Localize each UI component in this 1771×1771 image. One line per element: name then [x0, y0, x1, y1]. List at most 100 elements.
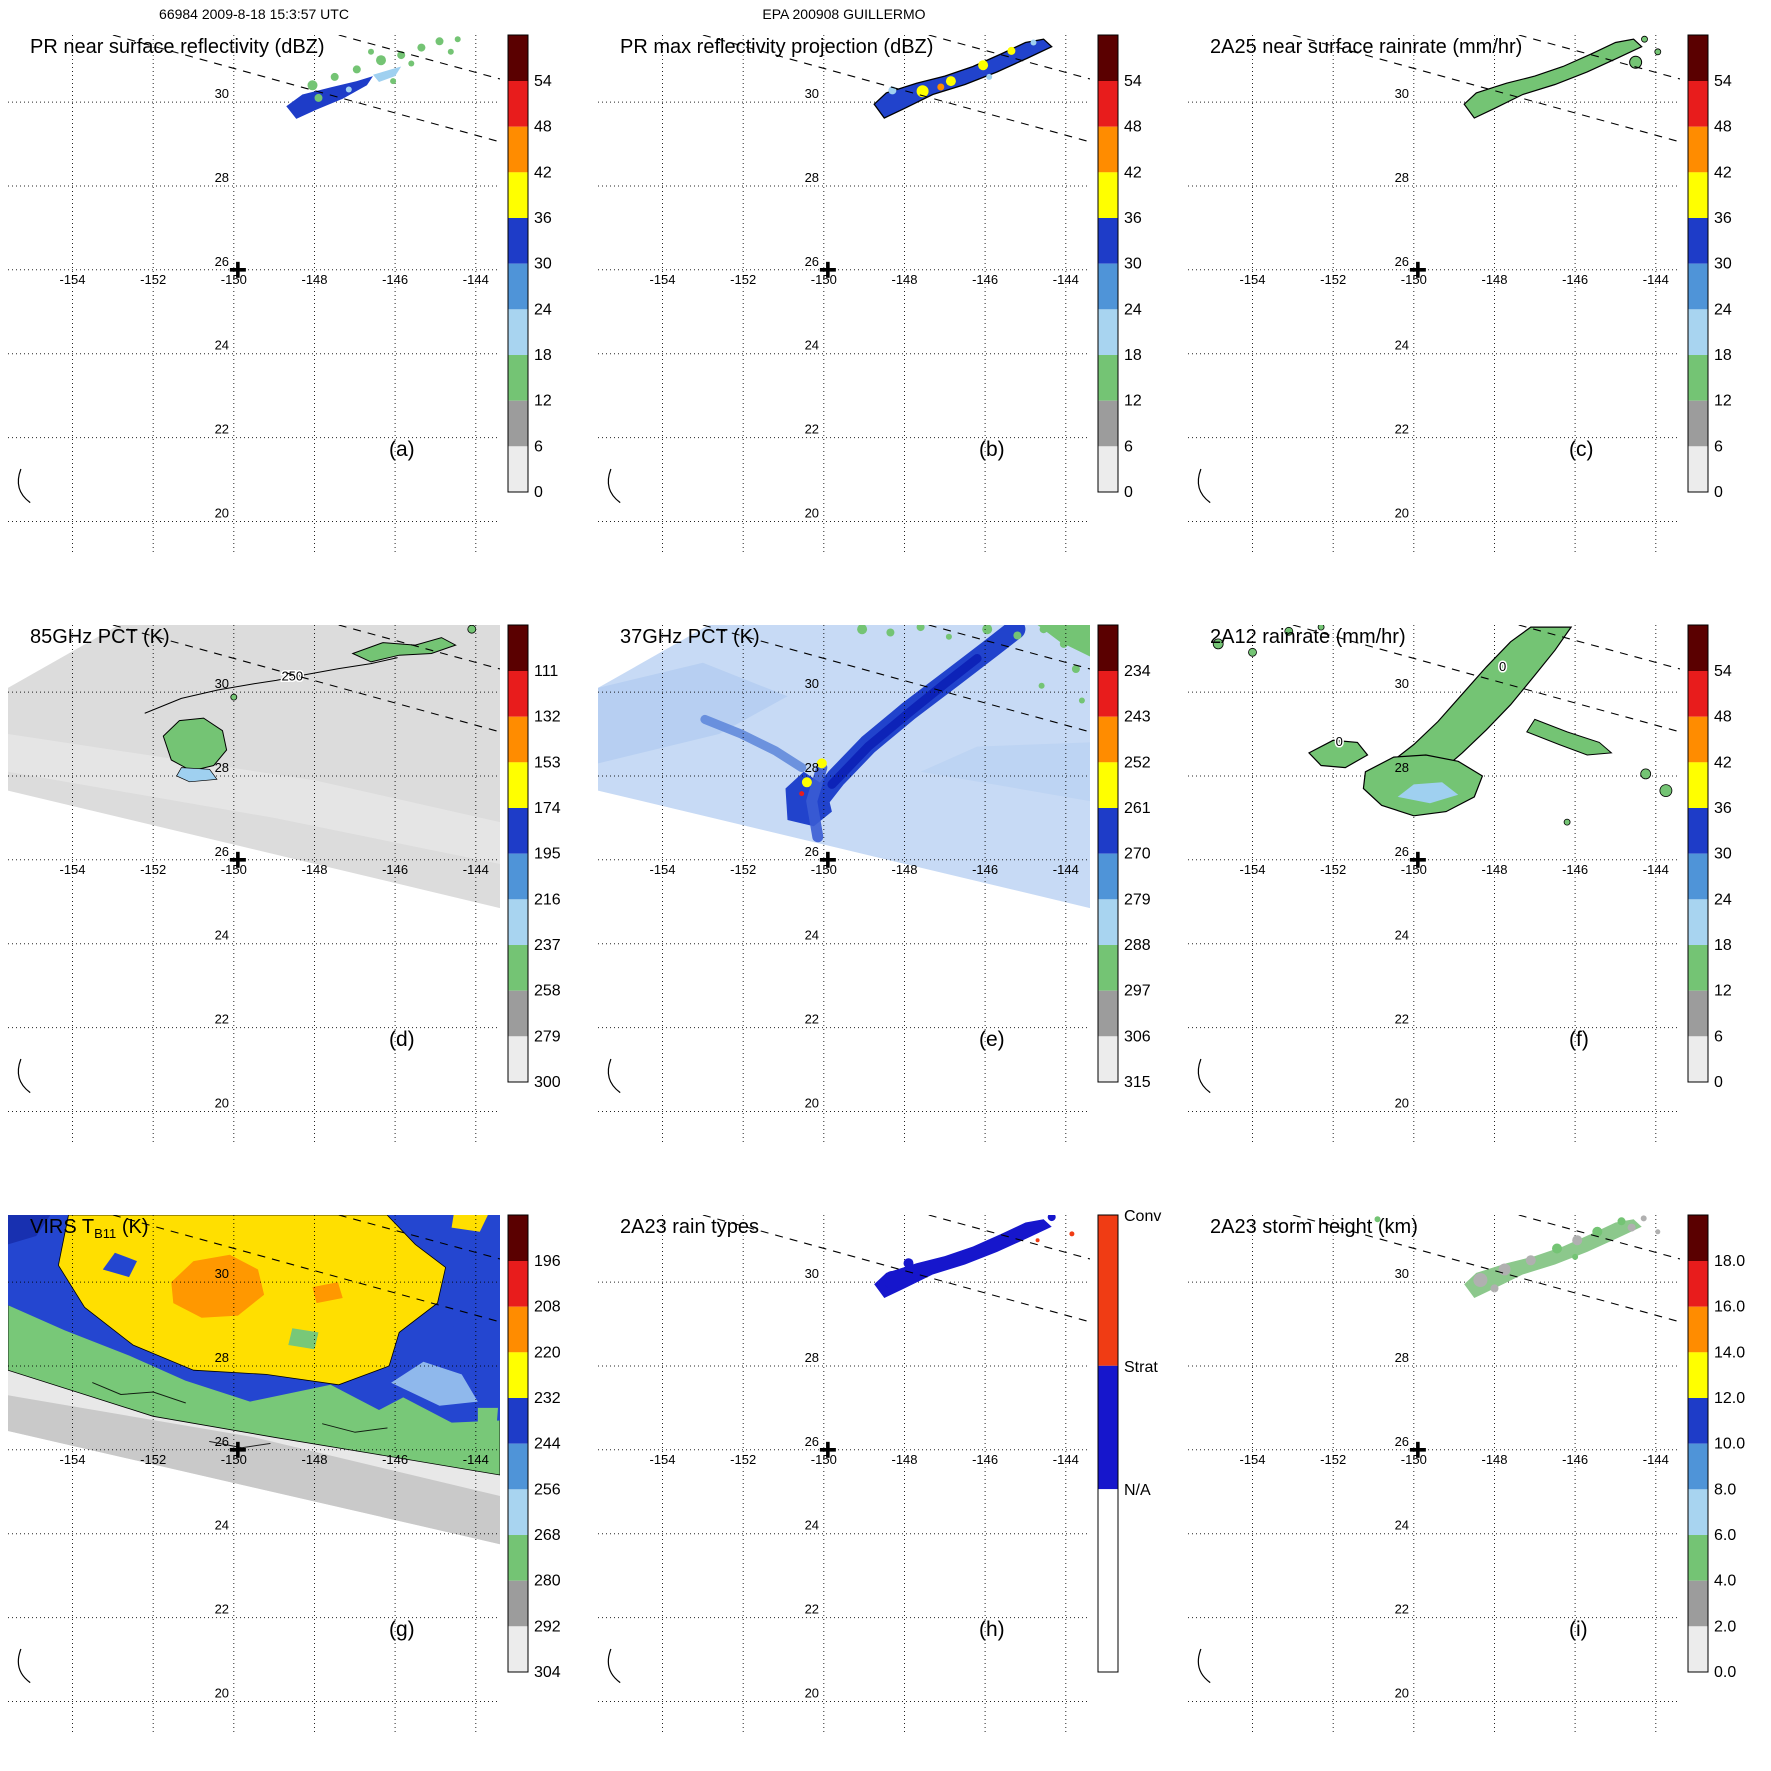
swath-edge-lines	[702, 1215, 1090, 1323]
lon-tick-label: -148	[1481, 272, 1507, 287]
swath-background	[8, 625, 500, 909]
colorbar-border	[507, 624, 529, 1083]
colorbar-segment	[1098, 1215, 1118, 1366]
storm-feature	[102, 1252, 137, 1278]
lat-tick-label: 28	[805, 1350, 819, 1365]
storm-pixel	[1640, 1215, 1647, 1222]
storm-feature	[171, 1254, 265, 1318]
lon-tick-label: -150	[221, 272, 247, 287]
swath-edge-arc	[17, 1058, 31, 1094]
colorbar-tick-label: 30	[534, 256, 552, 273]
storm-pixel	[816, 758, 827, 769]
panel-title: 2A25 near surface rainrate (mm/hr)	[1210, 36, 1522, 58]
lon-tick-label: -148	[891, 1452, 917, 1467]
gridlines	[1188, 35, 1680, 555]
colorbar-tick-label: 54	[534, 73, 552, 90]
colorbar-segment	[1098, 218, 1118, 264]
panel-letter: (c)	[1569, 438, 1594, 461]
lon-tick-label: -152	[140, 862, 166, 877]
colorbar-tick-label: 16.0	[1714, 1299, 1745, 1316]
storm-feature	[1308, 739, 1369, 769]
storm-pixel	[1248, 647, 1257, 657]
storm-center-cross	[819, 851, 836, 868]
colorbar-segment	[508, 35, 528, 81]
lon-tick-label: -146	[382, 272, 408, 287]
lon-tick-label: -150	[1401, 862, 1427, 877]
colorbar-segment	[1098, 172, 1118, 218]
storm-feature	[162, 717, 228, 772]
storm-feature	[451, 1215, 488, 1232]
panel-i: -154 -152 -150 -148 -146 -144 20 22 24 26 28 30 2A23…	[1188, 1214, 1745, 1735]
storm-pixel	[454, 36, 461, 43]
lon-tick-label: -144	[1643, 272, 1669, 287]
colorbar-tick-label: 24	[1714, 891, 1732, 908]
storm-pixel	[1572, 1235, 1583, 1246]
colorbar-segment	[508, 808, 528, 854]
colorbar-segment	[508, 1580, 528, 1627]
lon-tick-label: -144	[463, 1452, 489, 1467]
storm-feature	[176, 767, 218, 783]
colorbar-segment	[1688, 1443, 1708, 1490]
colorbar-tick-label: 304	[534, 1664, 561, 1681]
colorbar-segment	[508, 1036, 528, 1082]
colorbar-segment	[1688, 1580, 1708, 1627]
colorbar-category-label: Strat	[1124, 1359, 1158, 1376]
colorbar-tick-label: 10.0	[1714, 1436, 1745, 1453]
panel-letter: (d)	[389, 1028, 415, 1051]
colorbar-segment	[1688, 671, 1708, 717]
lat-tick-label: 24	[215, 338, 229, 353]
storm-center-cross	[819, 1441, 836, 1458]
lat-tick-label: 26	[215, 844, 229, 859]
colorbar-category-label: N/A	[1124, 1482, 1151, 1499]
colorbar-segment	[1098, 716, 1118, 763]
storm-center-cross	[229, 851, 246, 868]
lat-tick-label: 22	[805, 1012, 819, 1027]
storm-pixel	[345, 86, 352, 93]
storm-pixel	[1525, 1255, 1536, 1266]
colorbar-tick-label: 42	[534, 164, 552, 181]
colorbar-tick-label: 42	[1124, 164, 1142, 181]
storm-pixel	[1007, 46, 1016, 55]
panel-b: -154 -152 -150 -148 -146 -144 20 22 24 26 28 30 PR m…	[598, 34, 1142, 555]
storm-pixel	[1552, 1243, 1562, 1254]
storm-center-cross	[1409, 851, 1426, 868]
colorbar-segment	[508, 762, 528, 808]
swath-edge-lines	[1292, 625, 1680, 733]
colorbar-dbz: 54 48 42 36 30 24 18 12 6 0	[1097, 34, 1142, 501]
colorbar-segment	[1098, 263, 1118, 310]
colorbar-tick-label: 306	[1124, 1028, 1151, 1045]
colorbar-border	[507, 34, 529, 493]
colorbar-segment	[1688, 853, 1708, 900]
lat-tick-label: 22	[215, 1012, 229, 1027]
lat-tick-label: 20	[805, 506, 819, 521]
colorbar-segment	[1098, 671, 1118, 717]
storm-pixel	[352, 65, 361, 74]
storm-pixel	[1284, 626, 1294, 636]
colorbar-segment	[508, 853, 528, 900]
colorbar-tick-label: 6.0	[1714, 1527, 1736, 1544]
colorbar-segment	[1688, 945, 1708, 991]
storm-features	[874, 1215, 1075, 1298]
lat-tick-label: 24	[215, 1518, 229, 1533]
colorbar-tick-label: 42	[1714, 754, 1732, 771]
storm-pixel	[408, 60, 415, 67]
swath-edge-lines	[1292, 35, 1680, 143]
storm-features	[799, 758, 827, 797]
colorbar-segment	[508, 1306, 528, 1353]
colorbar-tick-label: 297	[1124, 983, 1151, 1000]
storm-features	[1374, 1215, 1661, 1298]
lon-tick-label: -154	[1239, 862, 1265, 877]
lat-tick-label: 28	[215, 170, 229, 185]
storm-pixel	[945, 76, 956, 87]
storm-feature	[373, 66, 402, 82]
colorbar-tick-label: 195	[534, 846, 561, 863]
lon-tick-label: -146	[972, 272, 998, 287]
tick-labels: -154 -152 -150 -148 -146 -144 20 22 24 26 28 30	[649, 1266, 1078, 1700]
colorbar-tick-label: 24	[534, 301, 552, 318]
lat-tick-label: 30	[1395, 1266, 1409, 1281]
swath-edge-lines	[1292, 1215, 1680, 1323]
colorbar-segment	[1688, 263, 1708, 310]
colorbar-tick-label: 18.0	[1714, 1253, 1745, 1270]
colorbar-segment	[1688, 762, 1708, 808]
colorbar-tick-label: 14.0	[1714, 1344, 1745, 1361]
